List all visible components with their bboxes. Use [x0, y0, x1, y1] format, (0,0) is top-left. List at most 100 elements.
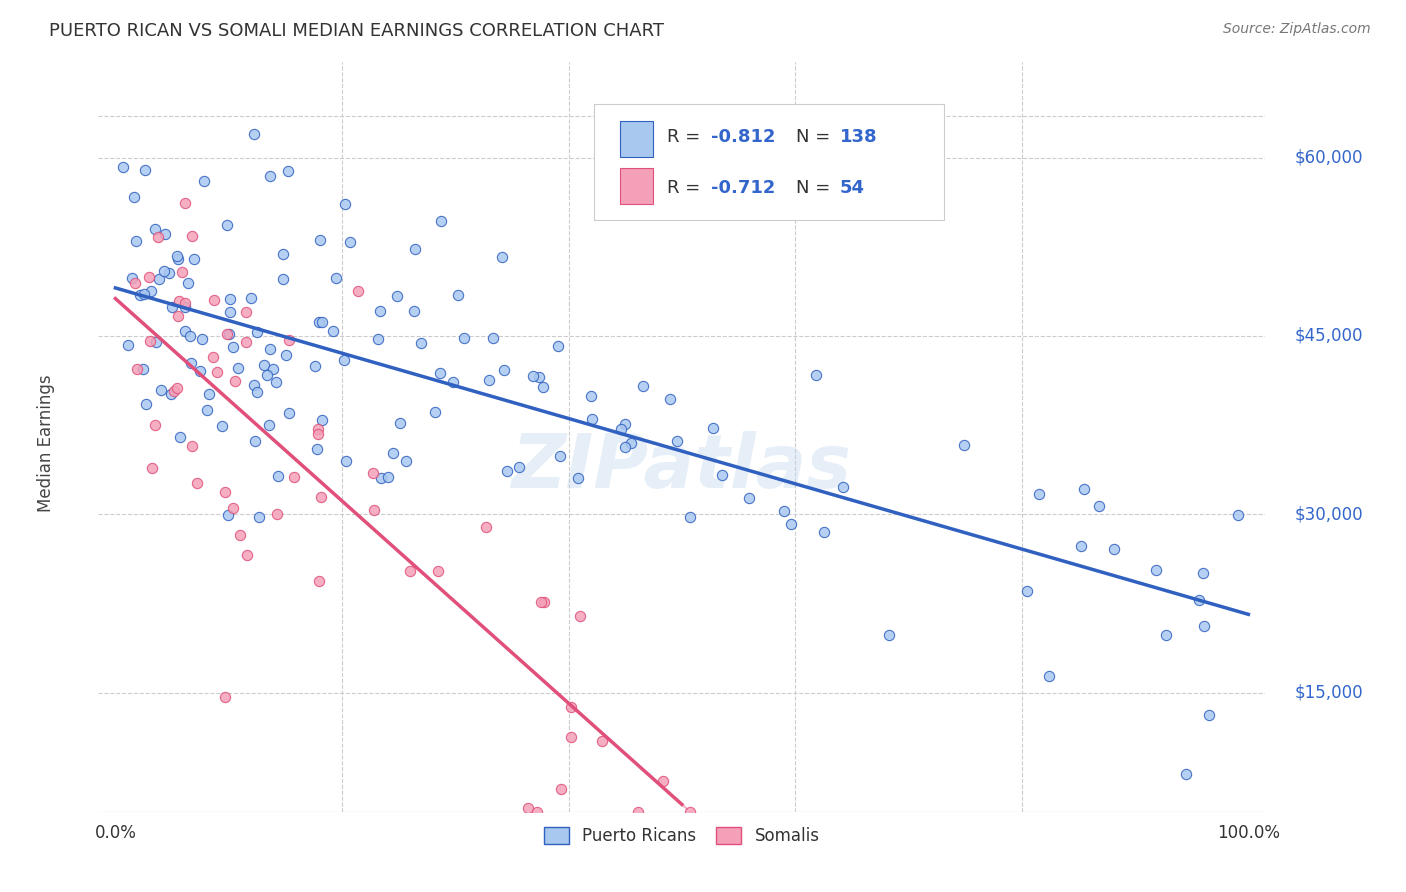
Point	[277, 163, 299, 178]
Point	[516, 801, 538, 815]
Point	[548, 450, 571, 464]
Point	[491, 250, 513, 264]
Point	[117, 338, 139, 352]
Point	[150, 384, 173, 398]
Point	[141, 461, 163, 475]
Text: 100.0%: 100.0%	[1218, 823, 1279, 842]
Point	[160, 300, 183, 314]
Point	[179, 328, 201, 343]
Point	[167, 294, 190, 309]
Point	[1102, 542, 1125, 557]
Point	[274, 348, 297, 362]
Point	[804, 368, 827, 383]
Point	[382, 446, 405, 460]
Point	[530, 595, 553, 609]
Text: $60,000: $60,000	[1295, 149, 1362, 167]
Point	[441, 376, 464, 390]
Point	[155, 227, 177, 241]
Point	[188, 364, 211, 378]
Point	[560, 700, 582, 714]
Text: 0.0%: 0.0%	[94, 823, 136, 842]
Point	[157, 266, 180, 280]
Point	[229, 528, 252, 542]
Point	[214, 485, 236, 500]
Point	[526, 805, 548, 819]
Point	[174, 324, 197, 338]
Point	[177, 276, 200, 290]
Point	[198, 387, 221, 401]
Point	[1154, 628, 1177, 642]
Point	[180, 355, 202, 369]
Point	[218, 326, 240, 341]
Point	[253, 359, 276, 373]
Point	[148, 271, 170, 285]
Text: -0.812: -0.812	[711, 128, 776, 146]
Point	[1198, 708, 1220, 723]
Point	[395, 454, 418, 468]
Point	[259, 343, 281, 357]
Point	[134, 163, 156, 178]
Point	[135, 397, 157, 411]
Point	[550, 782, 572, 797]
Point	[737, 491, 759, 505]
Text: $30,000: $30,000	[1295, 506, 1364, 524]
Point	[143, 221, 166, 235]
Point	[305, 442, 328, 456]
Point	[591, 734, 613, 748]
Point	[1174, 767, 1197, 781]
Point	[173, 196, 195, 211]
Point	[143, 417, 166, 432]
Point	[180, 439, 202, 453]
Point	[581, 412, 603, 426]
Point	[659, 392, 682, 406]
Point	[121, 271, 143, 285]
Point	[953, 438, 976, 452]
Legend: Puerto Ricans, Somalis: Puerto Ricans, Somalis	[537, 821, 827, 852]
Point	[547, 339, 569, 353]
Point	[389, 416, 412, 430]
Point	[180, 229, 202, 244]
Point	[613, 417, 636, 432]
Point	[246, 325, 269, 339]
Point	[377, 470, 399, 484]
Point	[202, 293, 225, 307]
Point	[385, 289, 408, 303]
Point	[335, 454, 357, 468]
Point	[614, 440, 637, 454]
Point	[1028, 486, 1050, 500]
Point	[333, 353, 356, 368]
Point	[235, 334, 257, 349]
Text: ZIPatlas: ZIPatlas	[512, 431, 852, 504]
Point	[427, 564, 450, 578]
Point	[283, 470, 305, 484]
Point	[218, 305, 240, 319]
Point	[1227, 508, 1250, 522]
Point	[307, 427, 329, 442]
Point	[262, 362, 284, 376]
Point	[122, 189, 145, 203]
Point	[447, 288, 470, 302]
Point	[529, 369, 551, 384]
Point	[679, 805, 702, 819]
Point	[710, 468, 733, 483]
Point	[245, 434, 267, 448]
Point	[224, 374, 246, 388]
Point	[508, 460, 530, 475]
Point	[482, 331, 505, 345]
Point	[1088, 499, 1111, 513]
Point	[215, 219, 238, 233]
Point	[186, 475, 208, 490]
Point	[139, 334, 162, 348]
Point	[679, 510, 702, 524]
Point	[205, 365, 228, 379]
Point	[1070, 539, 1092, 553]
Point	[492, 363, 515, 377]
Point	[278, 406, 301, 420]
Point	[222, 501, 245, 516]
Point	[425, 405, 447, 419]
Text: $45,000: $45,000	[1295, 327, 1362, 345]
Point	[174, 300, 197, 314]
Text: -0.712: -0.712	[711, 179, 776, 197]
Point	[235, 305, 257, 319]
Bar	[620, 120, 652, 157]
